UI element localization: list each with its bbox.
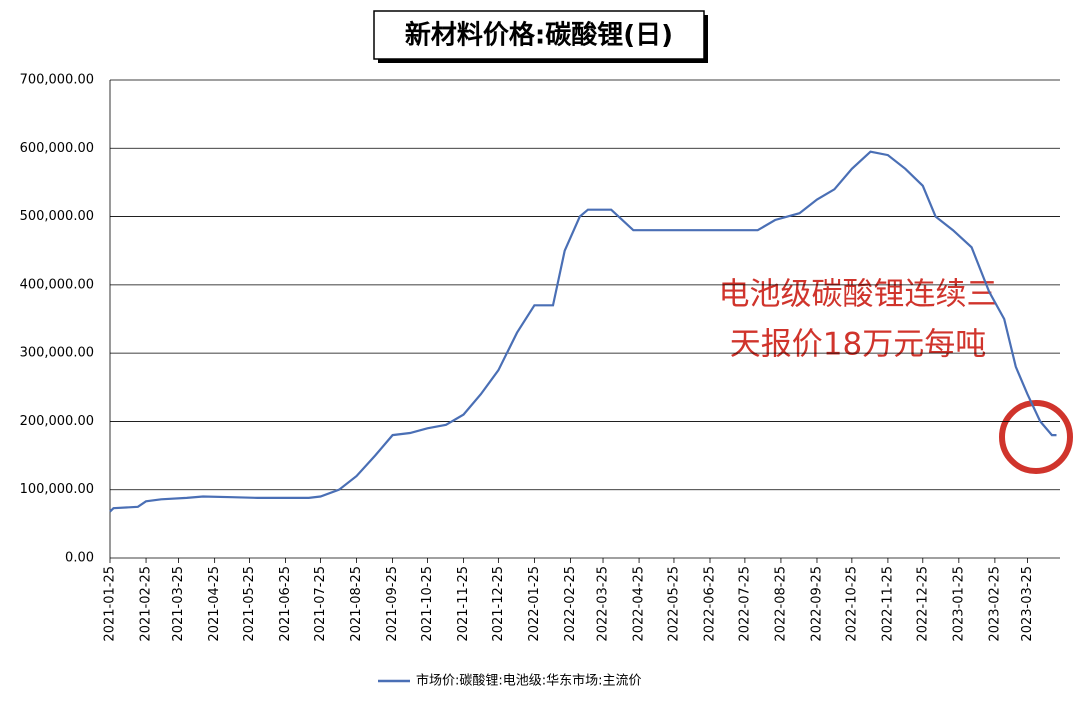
x-tick-label: 2021-06-25 (278, 566, 293, 642)
y-tick-label: 500,000.00 (20, 209, 94, 224)
x-tick-label: 2022-09-25 (809, 566, 824, 642)
y-tick-label: 100,000.00 (20, 482, 94, 497)
x-tick-label: 2023-03-25 (1020, 566, 1035, 642)
x-tick-label: 2021-11-25 (456, 566, 471, 642)
y-tick-label: 200,000.00 (20, 414, 94, 429)
y-tick-label: 700,000.00 (20, 73, 94, 88)
x-tick-label: 2021-07-25 (313, 566, 328, 642)
y-tick-label: 300,000.00 (20, 346, 94, 361)
x-tick-label: 2021-10-25 (420, 566, 435, 642)
annotation: 天报价18万元每吨 (730, 327, 986, 363)
x-tick-label: 2021-04-25 (207, 566, 222, 642)
x-tick-label: 2021-08-25 (349, 566, 364, 642)
x-tick-label: 2022-12-25 (915, 566, 930, 642)
title-box (373, 10, 705, 60)
x-tick-label: 2021-05-25 (242, 566, 257, 642)
x-tick-label: 2022-05-25 (666, 566, 681, 642)
y-tick-label: 600,000.00 (20, 141, 94, 156)
x-tick-label: 2022-08-25 (773, 566, 788, 642)
x-tick-label: 2023-02-25 (987, 566, 1002, 642)
y-tick-label: 400,000.00 (20, 277, 94, 292)
x-tick-label: 2022-06-25 (703, 566, 718, 642)
x-tick-label: 2022-11-25 (880, 566, 895, 642)
x-tick-label: 2022-03-25 (596, 566, 611, 642)
chart-title: 新材料价格:碳酸锂(日) (405, 20, 673, 51)
x-tick-label: 2023-01-25 (951, 566, 966, 642)
x-tick-label: 2021-03-25 (171, 566, 186, 642)
x-tick-label: 2021-01-25 (103, 566, 118, 642)
x-tick-label: 2022-04-25 (632, 566, 647, 642)
line (109, 150, 1057, 513)
x-tick-label: 2022-10-25 (844, 566, 859, 642)
x-tick-label: 2022-02-25 (563, 566, 578, 642)
highlight-circle (999, 400, 1073, 474)
x-tick-label: 2022-07-25 (737, 566, 752, 642)
annotation: 电池级碳酸锂连续三 (719, 277, 998, 313)
y-tick-label: 0.00 (65, 551, 94, 566)
x-tick-label: 2022-01-25 (527, 566, 542, 642)
x-tick-label: 2021-02-25 (139, 566, 154, 642)
legend-label: 市场价:碳酸锂:电池级:华东市场:主流价 (416, 673, 642, 689)
x-tick-label: 2021-09-25 (385, 566, 400, 642)
x-tick-label: 2021-12-25 (491, 566, 506, 642)
